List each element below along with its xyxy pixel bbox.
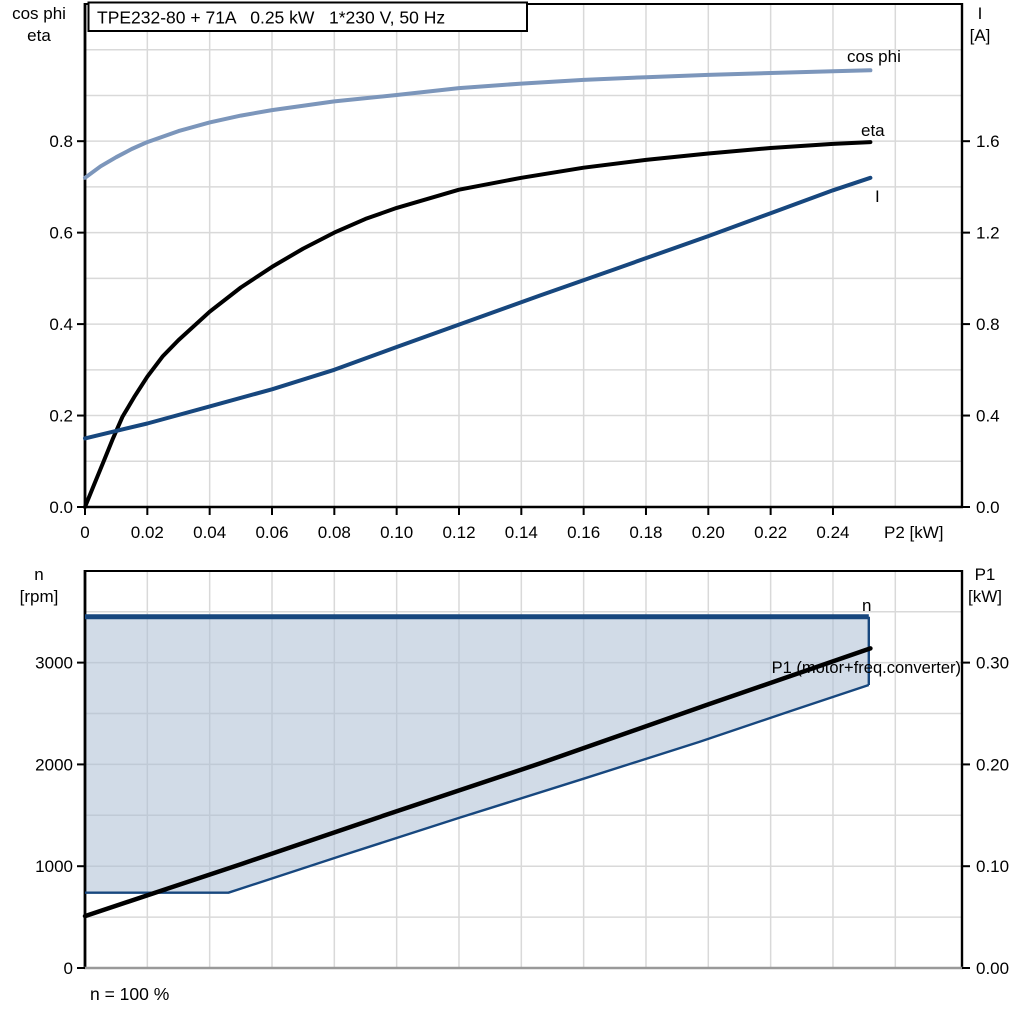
- bottom-chart: 0 1000 2000 3000 0.00 0.10 0.20 0.30 n P1 (motor+…: [20, 565, 1009, 1004]
- x-axis-title: P2 [kW]: [884, 523, 944, 542]
- tick-label-left: 0: [64, 959, 73, 978]
- tick-label-left: 0.8: [49, 132, 73, 151]
- right-axis-title-line1: I: [978, 4, 983, 23]
- tick-label-x: 0.14: [505, 523, 538, 542]
- current-curve: [83, 175, 873, 441]
- tick-label-right: 0.20: [976, 755, 1009, 774]
- chart-title-box: TPE232-80 + 71A 0.25 kW 1*230 V, 50 Hz: [87, 1, 528, 32]
- left-axis-title-line1: n: [34, 565, 43, 584]
- left-axis-title-line1: cos phi: [12, 4, 66, 23]
- tick-label-x: 0.10: [380, 523, 413, 542]
- tick-label-x: 0.08: [318, 523, 351, 542]
- right-axis-title-line2: [kW]: [968, 587, 1002, 606]
- tick-label-right: 0.4: [976, 407, 1000, 426]
- curve-label-current: I: [875, 187, 880, 206]
- tick-label-x: 0.06: [255, 523, 288, 542]
- title-box-border: [87, 1, 528, 32]
- tick-label-right: 0.30: [976, 654, 1009, 673]
- left-axis-title-line2: eta: [27, 26, 51, 45]
- tick-label-right: 1.6: [976, 132, 1000, 151]
- tick-label-left: 0.2: [49, 407, 73, 426]
- cos-phi-curve: [83, 68, 873, 180]
- tick-label-left: 1000: [35, 857, 73, 876]
- tick-label-x: 0: [80, 523, 89, 542]
- tick-label-x: 0.04: [193, 523, 226, 542]
- tick-label-x: 0.16: [567, 523, 600, 542]
- speed-annotation: n = 100 %: [90, 984, 169, 1004]
- curve-label-p1: P1 (motor+freq.converter): [772, 659, 961, 677]
- tick-label-left: 2000: [35, 755, 73, 774]
- tick-label-right: 1.2: [976, 224, 1000, 243]
- tick-label-left: 0.0: [49, 498, 73, 517]
- p1-curve: [82, 646, 873, 919]
- speed-range-area: [85, 616, 869, 893]
- curve-label-cos-phi: cos phi: [847, 47, 901, 66]
- tick-label-left: 0.4: [49, 315, 73, 334]
- curve-label-speed: n: [862, 596, 871, 615]
- right-axis-title-line1: P1: [975, 565, 996, 584]
- left-axis-title-line2: [rpm]: [20, 587, 59, 606]
- tick-label-x: 0.02: [131, 523, 164, 542]
- tick-label-right: 0.10: [976, 857, 1009, 876]
- top-chart: 0.0 0.2 0.4 0.6 0.8 0.0 0.4 0.8 1.2 1.6 0 0.02 0.04 0…: [12, 3, 1000, 542]
- tick-label-left: 0.6: [49, 224, 73, 243]
- n-min-curve: [85, 683, 870, 894]
- tick-label-right: 0.8: [976, 315, 1000, 334]
- tick-label-x: 0.18: [629, 523, 662, 542]
- tick-label-right: 0.00: [976, 959, 1009, 978]
- curve-label-eta: eta: [861, 121, 885, 140]
- right-axis-title-line2: [A]: [970, 26, 991, 45]
- tick-label-x: 0.12: [442, 523, 475, 542]
- chart-title: TPE232-80 + 71A 0.25 kW 1*230 V, 50 Hz: [97, 8, 445, 28]
- tick-label-right: 0.0: [976, 498, 1000, 517]
- eta-curve: [83, 140, 873, 509]
- tick-label-x: 0.22: [754, 523, 787, 542]
- tick-label-left: 3000: [35, 654, 73, 673]
- tick-label-x: 0.24: [816, 523, 849, 542]
- tick-label-x: 0.20: [692, 523, 725, 542]
